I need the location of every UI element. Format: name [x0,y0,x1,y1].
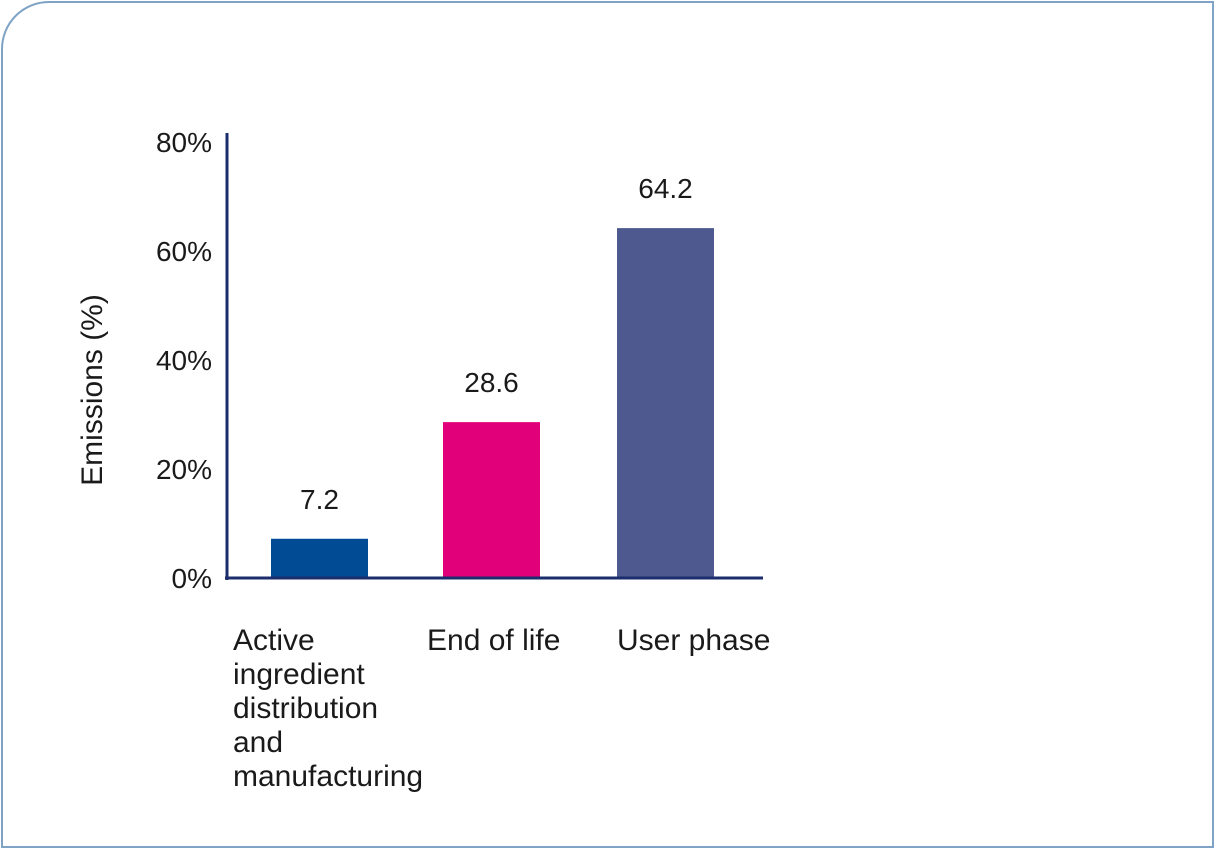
x-category-label: Active ingredient distribution and manufactu… [233,624,423,793]
category-labels: Active ingredient distribution and manufactu… [233,624,770,793]
value-labels: 7.2 28.6 64.2 [300,173,693,515]
y-tick-label: 0% [172,563,212,594]
y-tick-label: 80% [156,127,212,158]
bar [443,422,540,578]
bar-value-label: 7.2 [300,484,339,515]
bar-value-label: 64.2 [638,173,693,204]
bar [271,538,368,578]
bar [617,228,714,579]
y-tick-label: 40% [156,345,212,376]
bar-value-label: 28.6 [464,367,519,398]
x-category-label: End of life [427,624,560,657]
y-axis-ticks: 0% 20% 40% 60% 80% [156,127,212,594]
y-tick-label: 60% [156,236,212,267]
y-axis-label: Emissions (%) [76,294,109,486]
y-tick-label: 20% [156,454,212,485]
x-category-label: User phase [617,624,770,657]
bars [271,228,714,579]
